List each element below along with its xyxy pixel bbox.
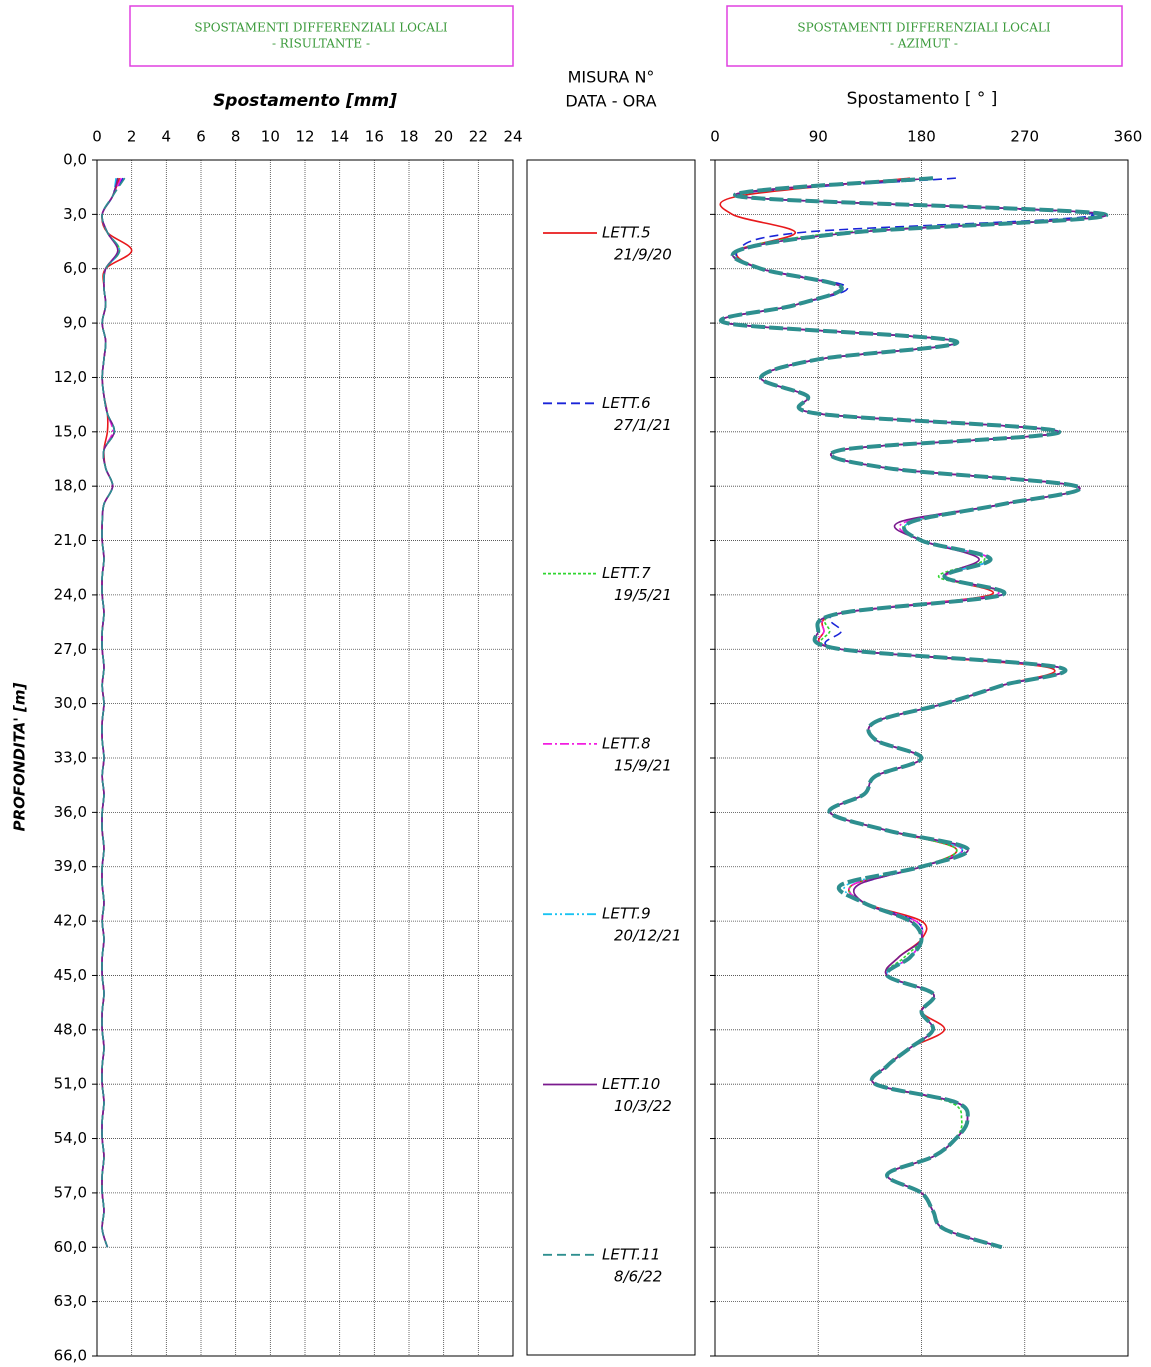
y-tick-label: 6,0 (63, 259, 87, 277)
y-tick-label: 30,0 (54, 694, 87, 712)
legend-date: 8/6/22 (614, 1267, 662, 1285)
y-tick-label: 18,0 (54, 477, 87, 495)
legend-label: LETT.11 (602, 1245, 660, 1263)
x-tick-label: 22 (469, 128, 488, 146)
series-line (720, 177, 1095, 1249)
x-tick-label: 4 (162, 128, 172, 146)
y-tick-label: 15,0 (54, 422, 87, 440)
y-tick-label: 42,0 (54, 912, 87, 930)
y-tick-label: 3,0 (63, 205, 87, 223)
y-tick-label: 66,0 (54, 1347, 87, 1364)
legend-date: 27/1/21 (614, 416, 672, 434)
legend-date: 15/9/21 (614, 756, 672, 774)
x-tick-label: 0 (92, 128, 102, 146)
legend-box (526, 159, 696, 1356)
y-tick-label: 24,0 (54, 585, 87, 603)
y-tick-label: 27,0 (54, 640, 87, 658)
x-tick-label: 10 (261, 128, 280, 146)
y-tick-label: 57,0 (54, 1183, 87, 1201)
chart-title: SPOSTAMENTI DIFFERENZIALI LOCALI (194, 21, 447, 35)
chart-subtitle: - AZIMUT - (890, 37, 958, 51)
legend-label: LETT.7 (602, 564, 651, 582)
series-line (101, 177, 126, 1248)
y-tick-label: 9,0 (63, 314, 87, 332)
legend-label: LETT.8 (602, 734, 651, 752)
legend-date: 19/5/21 (614, 586, 672, 604)
series-line (101, 177, 133, 1248)
legend-label: LETT.10 (602, 1075, 660, 1093)
series-line (101, 177, 119, 1248)
x-tick-label: 90 (809, 128, 828, 146)
legend-title: MISURA N° (568, 68, 655, 87)
legend-date: 20/12/21 (614, 927, 681, 945)
x-tick-label: 180 (907, 128, 936, 146)
y-tick-label: 51,0 (54, 1075, 87, 1093)
x-tick-label: 24 (503, 128, 522, 146)
legend-label: LETT.9 (602, 905, 651, 923)
y-axis-label: PROFONDITA' [m] (11, 683, 29, 832)
y-tick-label: 12,0 (54, 368, 87, 386)
series-line (718, 176, 1109, 1250)
series-line (719, 177, 1081, 1249)
x-tick-label: 270 (1010, 128, 1039, 146)
y-tick-label: 39,0 (54, 857, 87, 875)
title-box (129, 5, 514, 67)
x-tick-label: 2 (127, 128, 137, 146)
y-tick-label: 33,0 (54, 749, 87, 767)
plot-frame (96, 159, 514, 1357)
y-tick-label: 45,0 (54, 966, 87, 984)
x-tick-label: 12 (295, 128, 314, 146)
x-tick-label: 20 (434, 128, 453, 146)
y-tick-label: 63,0 (54, 1292, 87, 1310)
title-box (726, 5, 1123, 67)
legend-title: DATA - ORA (565, 92, 656, 111)
plot-frame (714, 159, 1129, 1357)
y-tick-label: 54,0 (54, 1129, 87, 1147)
x-tick-label: 18 (399, 128, 418, 146)
x-tick-label: 6 (196, 128, 206, 146)
legend-date: 21/9/20 (614, 246, 672, 264)
y-tick-label: 0,0 (63, 151, 87, 169)
x-axis-label: Spostamento [ ° ] (847, 89, 998, 109)
x-tick-label: 0 (710, 128, 720, 146)
y-tick-label: 21,0 (54, 531, 87, 549)
legend-label: LETT.6 (602, 394, 651, 412)
y-tick-label: 48,0 (54, 1020, 87, 1038)
x-axis-label: Spostamento [mm] (213, 91, 397, 111)
y-tick-label: 36,0 (54, 803, 87, 821)
y-tick-label: 60,0 (54, 1238, 87, 1256)
legend-label: LETT.5 (602, 224, 651, 242)
chart-title: SPOSTAMENTI DIFFERENZIALI LOCALI (797, 21, 1050, 35)
x-tick-label: 360 (1114, 128, 1143, 146)
chart-subtitle: - RISULTANTE - (272, 37, 370, 51)
x-tick-label: 8 (231, 128, 241, 146)
legend-date: 10/3/22 (614, 1097, 672, 1115)
x-tick-label: 16 (365, 128, 384, 146)
x-tick-label: 14 (330, 128, 349, 146)
